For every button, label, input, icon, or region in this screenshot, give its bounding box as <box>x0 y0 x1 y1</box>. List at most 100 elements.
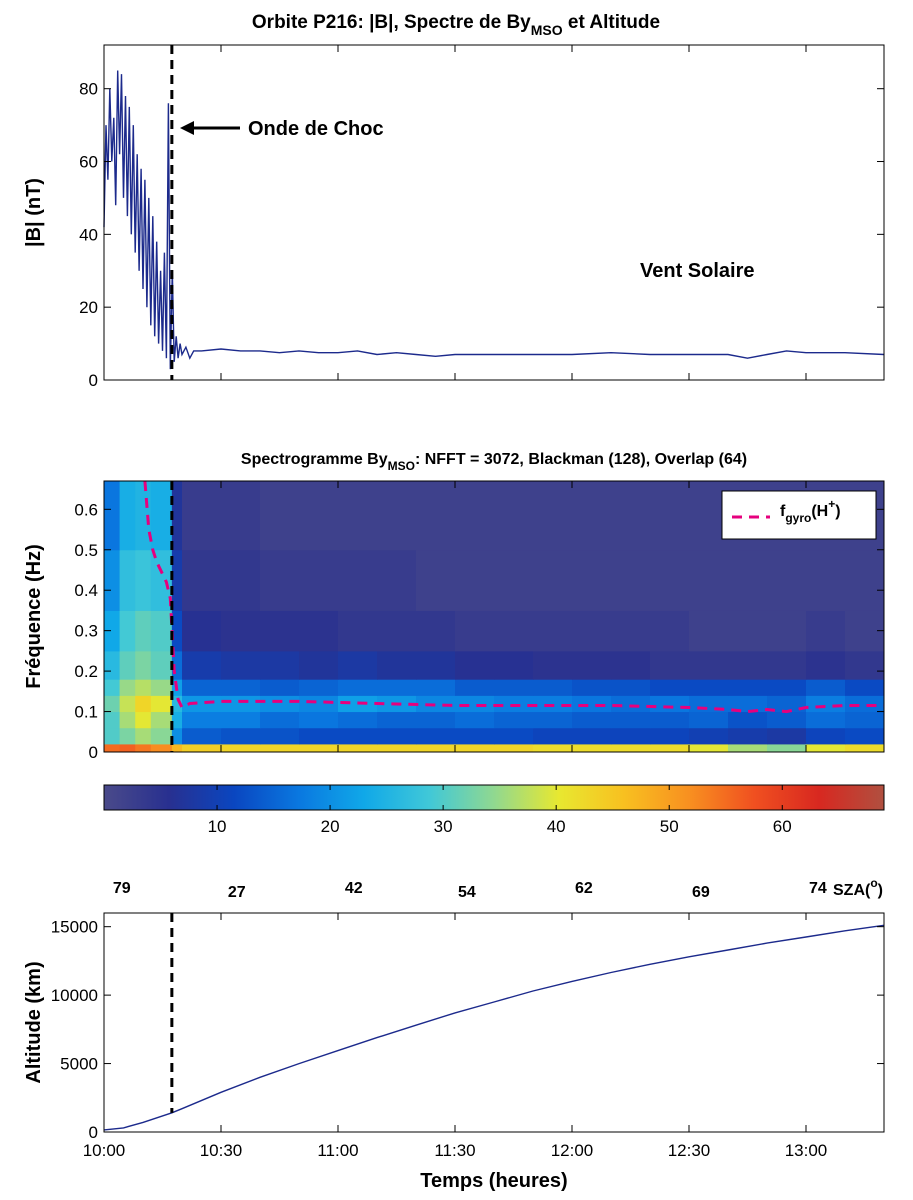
heatmap-cell <box>689 610 729 652</box>
heatmap-cell <box>650 743 690 753</box>
heatmap-cell <box>104 610 121 652</box>
y-tick-label: 60 <box>79 153 98 172</box>
heatmap-cell <box>299 727 339 745</box>
y-tick-label: 0 <box>89 743 98 762</box>
heatmap-cell <box>845 695 885 713</box>
heatmap-cell <box>806 549 846 611</box>
sza-title: SZA(o) <box>833 876 883 899</box>
heatmap-cell <box>338 610 378 652</box>
heatmap-cell <box>767 695 807 713</box>
heatmap-cell <box>572 711 612 729</box>
heatmap-cell <box>299 481 339 551</box>
y-tick-label: 80 <box>79 80 98 99</box>
heatmap-cell <box>260 679 300 696</box>
heatmap-cell <box>171 695 183 713</box>
y-axis-label: Altitude (km) <box>23 961 45 1083</box>
heatmap-cell <box>135 650 152 680</box>
colorbar-tick-label: 40 <box>547 817 566 836</box>
heatmap-cell <box>171 711 183 729</box>
heatmap-cell <box>572 679 612 696</box>
heatmap-cell <box>728 695 768 713</box>
heatmap-cell <box>171 549 183 611</box>
heatmap-cell <box>455 743 495 753</box>
heatmap-cell <box>806 695 846 713</box>
heatmap-cell <box>182 549 222 611</box>
heatmap-cell <box>104 727 121 745</box>
heatmap-cell <box>455 727 495 745</box>
heatmap-cell <box>455 549 495 611</box>
heatmap-cell <box>533 610 573 652</box>
heatmap-cell <box>416 695 456 713</box>
heatmap-cell <box>611 650 651 680</box>
sza-label: 42 <box>345 880 363 897</box>
heatmap-cell <box>611 743 651 753</box>
heatmap-cell <box>416 743 456 753</box>
heatmap-cell <box>150 650 173 680</box>
y-tick-label: 0.3 <box>74 622 98 641</box>
heatmap-cell <box>260 695 300 713</box>
axes-frame <box>103 480 885 753</box>
heatmap-cell <box>171 650 183 680</box>
heatmap-cell <box>104 711 121 729</box>
heatmap-cell <box>299 679 339 696</box>
heatmap-cell <box>182 481 222 551</box>
heatmap-cell <box>494 549 534 611</box>
heatmap-cell <box>845 679 885 696</box>
y-axis-label: Fréquence (Hz) <box>23 544 45 688</box>
heatmap-cell <box>611 481 651 551</box>
heatmap-cell <box>260 727 300 745</box>
y-tick-label: 5000 <box>60 1055 98 1074</box>
heatmap-cell <box>455 695 495 713</box>
heatmap-cell <box>299 743 339 753</box>
heatmap-cell <box>377 743 417 753</box>
y-tick-label: 0.1 <box>74 703 98 722</box>
y-tick-label: 40 <box>79 225 98 244</box>
heatmap-cell <box>689 650 729 680</box>
heatmap-cell <box>494 695 534 713</box>
data-line <box>103 924 885 1131</box>
heatmap-cell <box>150 549 173 611</box>
sza-label: 79 <box>113 880 131 897</box>
heatmap-cell <box>182 679 222 696</box>
heatmap-cell <box>119 727 136 745</box>
heatmap-cell <box>533 711 573 729</box>
heatmap-cell <box>377 679 417 696</box>
legend-text: gyro <box>785 511 811 525</box>
heatmap-cell <box>533 727 573 745</box>
heatmap-cell <box>650 650 690 680</box>
colorbar-tick-label: 20 <box>321 817 340 836</box>
heatmap-cell <box>728 650 768 680</box>
heatmap-cell <box>416 650 456 680</box>
heatmap-cell <box>767 727 807 745</box>
heatmap-cell <box>611 549 651 611</box>
heatmap-cell <box>767 549 807 611</box>
heatmap-cell <box>338 711 378 729</box>
heatmap-cell <box>377 711 417 729</box>
heatmap-cell <box>728 727 768 745</box>
heatmap-cell <box>416 481 456 551</box>
heatmap-cell <box>494 481 534 551</box>
heatmap-cell <box>572 481 612 551</box>
y-tick-label: 0.2 <box>74 662 98 681</box>
heatmap-cell <box>135 610 152 652</box>
heatmap-cell <box>104 695 121 713</box>
heatmap-cell <box>299 695 339 713</box>
heatmap-cell <box>104 481 121 551</box>
heatmap-cell <box>119 481 136 551</box>
heatmap-cell <box>338 549 378 611</box>
heatmap-cell <box>689 711 729 729</box>
heatmap-cell <box>494 679 534 696</box>
y-tick-label: 15000 <box>51 918 98 937</box>
y-axis-label: |B| (nT) <box>23 178 45 247</box>
heatmap-cell <box>377 549 417 611</box>
annotation: Vent Solaire <box>640 260 755 282</box>
colorbar-tick-label: 60 <box>773 817 792 836</box>
heatmap-cell <box>767 610 807 652</box>
heatmap-cell <box>119 743 136 753</box>
heatmap-cell <box>135 679 152 696</box>
heatmap-cell <box>650 711 690 729</box>
heatmap-cell <box>455 650 495 680</box>
sza-label: 62 <box>575 880 593 897</box>
heatmap-cell <box>221 481 261 551</box>
